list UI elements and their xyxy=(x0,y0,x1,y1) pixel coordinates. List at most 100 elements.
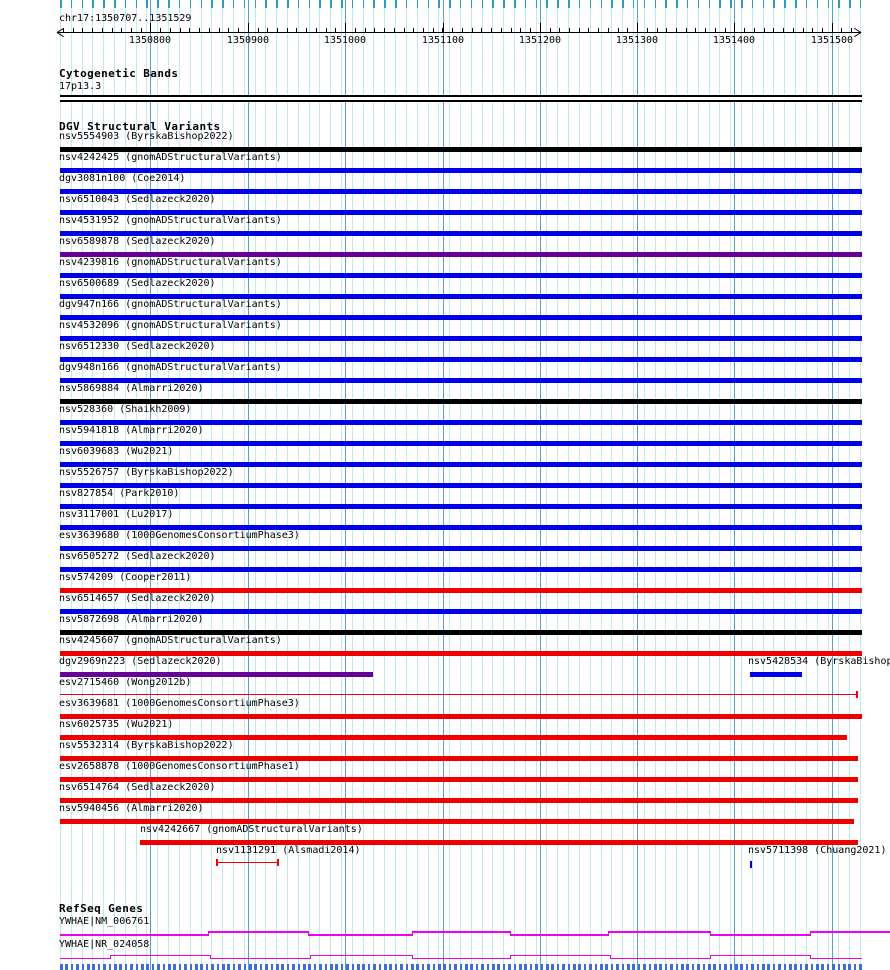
variant-bar[interactable] xyxy=(60,798,858,803)
variant-bar[interactable] xyxy=(60,630,862,635)
top-comb-tick xyxy=(243,0,246,8)
variant-bar[interactable] xyxy=(60,147,862,152)
variant-bar[interactable] xyxy=(60,525,862,530)
variant-bar[interactable] xyxy=(60,252,862,257)
variant-bar[interactable] xyxy=(60,315,862,320)
variant-bar[interactable] xyxy=(60,210,862,215)
bottom-comb-tick xyxy=(643,964,646,970)
gene-line-segment[interactable] xyxy=(60,957,110,959)
bottom-comb-tick xyxy=(438,964,441,970)
variant-bar[interactable] xyxy=(60,231,862,236)
gene-line-segment[interactable] xyxy=(208,931,308,933)
ruler-minor-tick xyxy=(530,28,532,32)
gene-line-segment[interactable] xyxy=(412,957,510,959)
gene-line-segment[interactable] xyxy=(710,954,810,956)
variant-bar[interactable] xyxy=(60,504,862,509)
variant-bar[interactable] xyxy=(60,546,862,551)
track-label: nsv6514657 (Sedlazeck2020) xyxy=(59,593,216,604)
bottom-comb-tick xyxy=(789,964,792,970)
top-comb-tick xyxy=(535,0,538,8)
ruler-minor-tick xyxy=(510,28,512,32)
bottom-comb-tick xyxy=(686,964,689,970)
variant-bar[interactable] xyxy=(60,273,862,278)
top-comb-tick xyxy=(470,0,473,8)
variant-bar[interactable] xyxy=(60,777,858,782)
variant-line[interactable] xyxy=(60,693,857,695)
variant-bar[interactable] xyxy=(60,588,862,593)
variant-line[interactable] xyxy=(216,861,278,863)
gene-line-segment[interactable] xyxy=(610,957,710,959)
ruler-minor-tick xyxy=(841,28,843,32)
ruler-tick-label: 1351200 xyxy=(518,35,562,46)
gene-line-segment[interactable] xyxy=(60,934,208,936)
variant-bar[interactable] xyxy=(140,840,858,845)
variant-bar[interactable] xyxy=(60,420,862,425)
variant-bar[interactable] xyxy=(60,609,862,614)
bottom-comb-tick xyxy=(373,964,376,970)
gene-line-segment[interactable] xyxy=(710,934,810,936)
top-comb-tick xyxy=(416,0,419,8)
variant-bar[interactable] xyxy=(60,756,858,761)
gene-line-segment[interactable] xyxy=(608,931,710,933)
track-label: esv2715460 (Wong2012b) xyxy=(59,677,192,688)
bottom-comb-tick xyxy=(735,964,738,970)
bottom-comb-tick xyxy=(756,964,760,970)
gene-line-segment[interactable] xyxy=(510,934,608,936)
track-label: nsv6514764 (Sedlazeck2020) xyxy=(59,782,216,793)
bottom-comb-tick xyxy=(259,964,263,970)
gene-line-segment[interactable] xyxy=(110,954,210,956)
cytoband-box[interactable] xyxy=(60,95,862,102)
gene-line-segment[interactable] xyxy=(308,934,412,936)
variant-bar[interactable] xyxy=(60,378,862,383)
ruler-minor-tick xyxy=(568,28,570,32)
top-comb-tick xyxy=(189,0,192,8)
track-label: esv3639680 (1000GenomesConsortiumPhase3) xyxy=(59,530,300,541)
gene-line-segment[interactable] xyxy=(310,954,412,956)
variant-bar[interactable] xyxy=(60,735,847,740)
top-comb-tick xyxy=(81,0,84,8)
variant-bar[interactable] xyxy=(60,357,862,362)
gene-line-segment[interactable] xyxy=(412,931,510,933)
ruler-minor-tick xyxy=(403,28,405,32)
bottom-comb-tick xyxy=(168,964,171,970)
variant-bar[interactable] xyxy=(60,441,862,446)
variant-bar[interactable] xyxy=(60,714,862,719)
bottom-comb-tick xyxy=(340,964,344,970)
variant-bar[interactable] xyxy=(60,819,854,824)
gene-line-segment[interactable] xyxy=(810,931,890,933)
variant-bar[interactable] xyxy=(60,567,862,572)
bottom-comb-tick xyxy=(502,964,506,970)
variant-bar[interactable] xyxy=(60,399,862,404)
bottom-comb-tick xyxy=(222,964,225,970)
bottom-comb-tick xyxy=(265,964,268,970)
variant-bar[interactable] xyxy=(60,672,373,677)
variant-bar[interactable] xyxy=(60,294,862,299)
variant-bar[interactable] xyxy=(60,483,862,488)
ruler-minor-tick xyxy=(559,28,561,32)
top-comb-tick xyxy=(524,0,527,8)
bottom-comb-tick xyxy=(481,964,484,970)
ruler-minor-tick xyxy=(384,28,386,32)
bottom-comb-tick xyxy=(691,964,695,970)
variant-point[interactable] xyxy=(750,861,752,868)
variant-bar[interactable] xyxy=(60,462,862,467)
bottom-comb-tick xyxy=(162,964,166,970)
bottom-comb-tick xyxy=(270,964,274,970)
variant-bar[interactable] xyxy=(60,336,862,341)
gene-line-segment[interactable] xyxy=(510,954,610,956)
gene-line-segment[interactable] xyxy=(210,957,310,959)
variant-bar[interactable] xyxy=(60,168,862,173)
bottom-comb-tick xyxy=(146,964,149,970)
variant-bar[interactable] xyxy=(60,651,862,656)
bottom-comb-tick xyxy=(702,964,706,970)
top-comb-tick xyxy=(708,0,711,8)
ruler-tick-label: 1351300 xyxy=(615,35,659,46)
track-label: nsv574209 (Cooper2011) xyxy=(59,572,192,583)
track-label: dgv947n166 (gnomADStructuralVariants) xyxy=(59,299,282,310)
bottom-comb-tick xyxy=(465,964,468,970)
bottom-comb-tick xyxy=(281,964,284,970)
ruler-minor-tick xyxy=(374,28,376,32)
variant-bar[interactable] xyxy=(60,189,862,194)
gene-line-segment[interactable] xyxy=(810,957,862,959)
variant-bar[interactable] xyxy=(750,672,802,677)
